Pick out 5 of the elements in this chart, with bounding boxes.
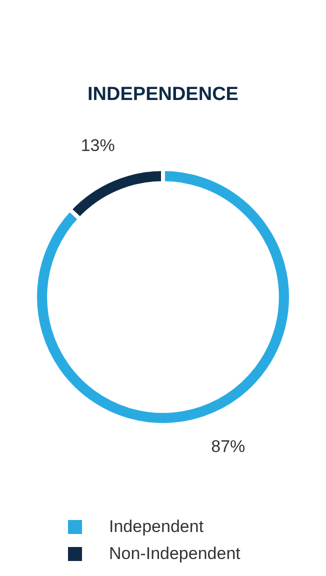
legend-label: Non-Independent <box>109 544 240 564</box>
legend-label: Independent <box>109 516 204 536</box>
data-label: 87% <box>211 437 246 456</box>
chart-title: INDEPENDENCE <box>86 84 240 106</box>
data-label: 13% <box>80 136 115 156</box>
